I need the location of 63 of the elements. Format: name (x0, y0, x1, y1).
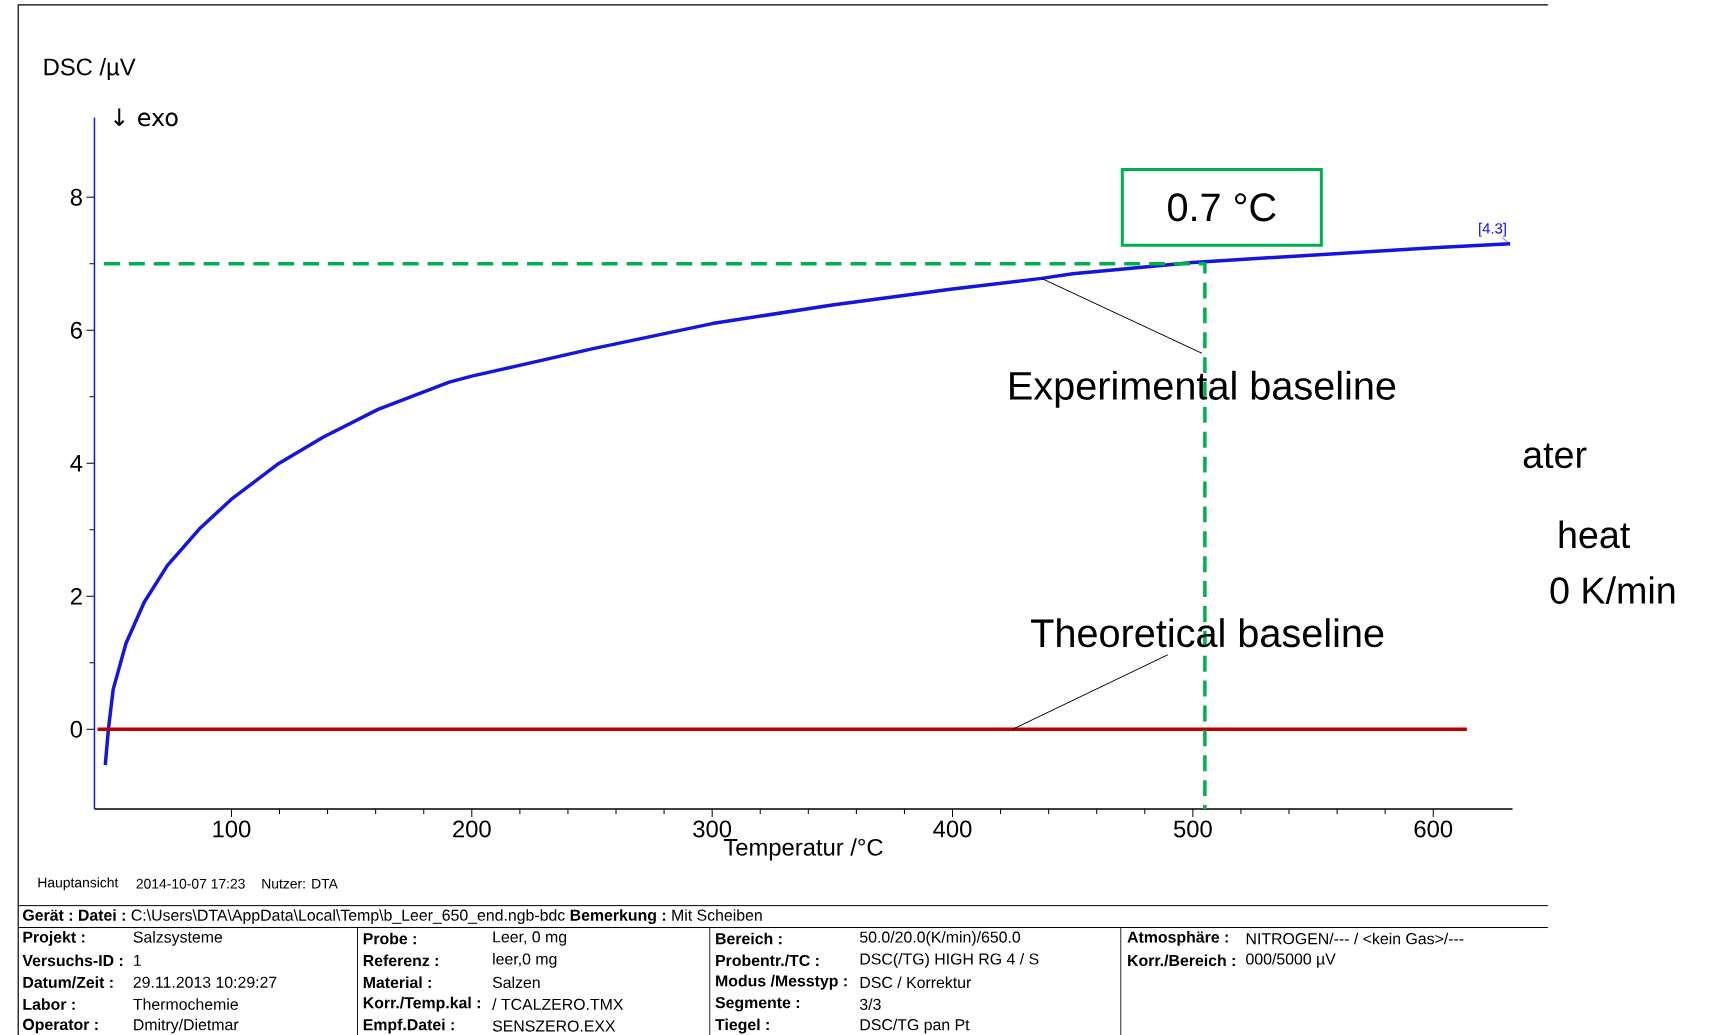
text: Tiegel : (715, 1018, 769, 1034)
text: Nutzer: DTA (262, 878, 338, 889)
text: Material : (363, 976, 431, 989)
annotation: ↓ exo (114, 108, 178, 127)
annotation: Theoretical baseline (1031, 618, 1384, 648)
text: Bemerkung : (570, 909, 666, 924)
y-tick-label: 8 (70, 188, 82, 206)
y-tick-label: 2 (70, 587, 82, 605)
text: Atmosphäre : (1127, 931, 1228, 946)
text: Empf.Datei : (363, 1018, 454, 1034)
text: Labor : (23, 998, 75, 1010)
x-tick-label: 200 (453, 820, 491, 838)
text: DSC(/TG) HIGH RG 4 / S (860, 952, 1039, 968)
text: 2014-10-07 17:23 (136, 878, 245, 889)
text: Referenz : (363, 954, 438, 967)
y-tick-label: 6 (70, 321, 82, 339)
text: Bereich : (716, 932, 782, 945)
text: 29.11.2013 10:29:27 (133, 976, 277, 988)
text: leer,0 mg (493, 952, 557, 968)
text: Probe : (363, 932, 416, 945)
text: ater (1523, 443, 1587, 469)
text: Datei : (78, 909, 125, 921)
text: DSC / Korrektur (860, 976, 972, 989)
y-tick-label: 4 (70, 455, 83, 472)
y-tick-label: 0 (70, 720, 83, 738)
text: Dmitry/Dietmar (134, 1018, 239, 1034)
x-tick-label: 600 (1414, 820, 1453, 838)
text: heat (1559, 520, 1631, 549)
x-tick-label: 300 (693, 820, 732, 838)
text: Probentr./TC : (716, 954, 819, 967)
text: 1 (134, 954, 141, 966)
text: Salzsysteme (133, 931, 223, 946)
text: Mit Scheiben (672, 909, 762, 921)
text: Datum/Zeit : (23, 976, 113, 989)
text: 0 K/min (1550, 576, 1675, 604)
text: Korr./Temp.kal : (363, 996, 480, 1012)
text: Leer, 0 mg (493, 931, 567, 946)
text: Hauptansicht (38, 877, 119, 891)
annotation: 0.7 °C (1168, 193, 1276, 222)
text: Korr./Bereich : (1128, 954, 1235, 967)
text: 000/5000 µV (1246, 952, 1336, 968)
x-tick-label: 100 (213, 820, 251, 838)
text: Projekt : (23, 931, 85, 946)
text: DSC/TG pan Pt (860, 1018, 970, 1034)
text: C:\Users\DTA\AppData\Local\Temp\b_Leer_650_end.ngb-bdc (131, 909, 565, 924)
text: Modus /Messtyp : (716, 974, 847, 990)
text: NITROGEN/--- / <kein Gas>/--- (1246, 932, 1464, 945)
text: Salzen (492, 976, 540, 989)
text: 3/3 (859, 998, 881, 1010)
x-tick-label: 400 (933, 820, 972, 838)
text: Versuchs-ID : (22, 954, 123, 967)
text: Gerät : (23, 909, 72, 921)
annotation: [4.3] (1479, 222, 1506, 237)
y-axis-title: DSC /µV (44, 57, 136, 81)
text: 50.0/20.0(K/min)/650.0 (860, 931, 1021, 946)
text: Segmente : (715, 996, 800, 1012)
x-axis-title: Temperatur /°C (723, 838, 883, 861)
text: Operator : (23, 1018, 98, 1034)
text: / TCALZERO.TMX (492, 998, 624, 1010)
text: SENSZERO.EXX (492, 1020, 616, 1032)
text: Thermochemie (133, 998, 238, 1010)
annotation: Experimental baseline (1010, 370, 1396, 408)
x-tick-label: 500 (1173, 820, 1212, 838)
